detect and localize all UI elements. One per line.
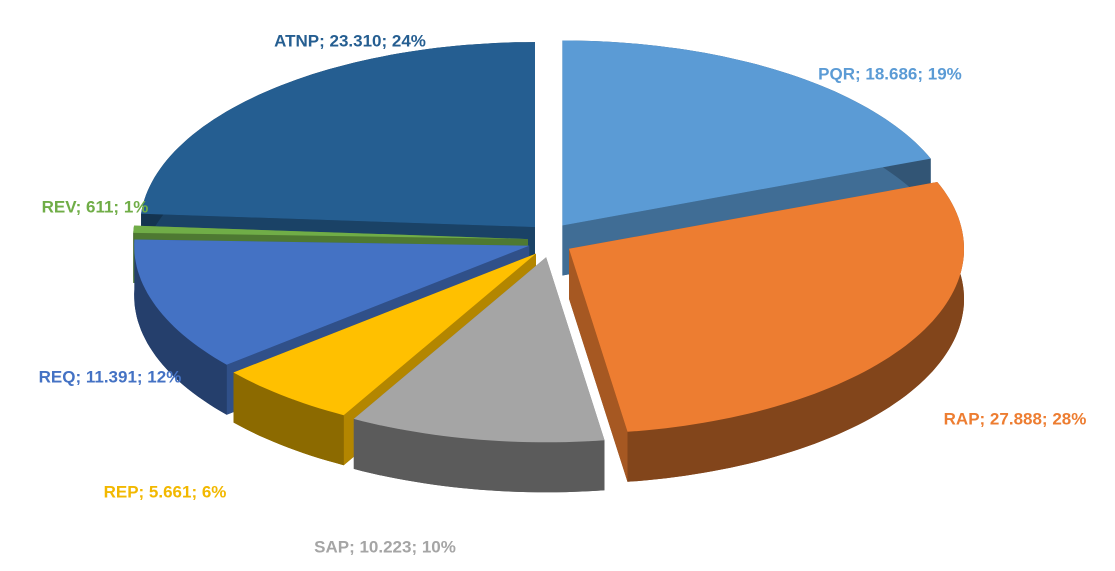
data-label: PQR; 18.686; 19% [818, 64, 962, 83]
slice-side [233, 372, 344, 466]
slice-side [134, 239, 227, 415]
data-label: SAP; 10.223; 10% [314, 537, 456, 556]
data-label: ATNP; 23.310; 24% [274, 31, 426, 50]
data-label: REV; 611; 1% [42, 197, 149, 216]
slice-side [353, 418, 605, 493]
data-label: RAP; 27.888; 28% [944, 409, 1087, 428]
slice-side [133, 225, 135, 283]
slice-group [569, 182, 964, 482]
slice [562, 40, 931, 226]
slice [233, 253, 536, 416]
slice [353, 257, 605, 443]
slice-group [353, 257, 605, 493]
slice [134, 239, 530, 365]
slice-side [627, 182, 964, 482]
slice [133, 225, 529, 240]
data-label: REQ; 11.391; 12% [39, 367, 182, 386]
slice-wall [569, 248, 628, 482]
slice [141, 42, 535, 228]
slice [569, 182, 964, 432]
data-label: REP; 5.661; 6% [104, 482, 227, 501]
